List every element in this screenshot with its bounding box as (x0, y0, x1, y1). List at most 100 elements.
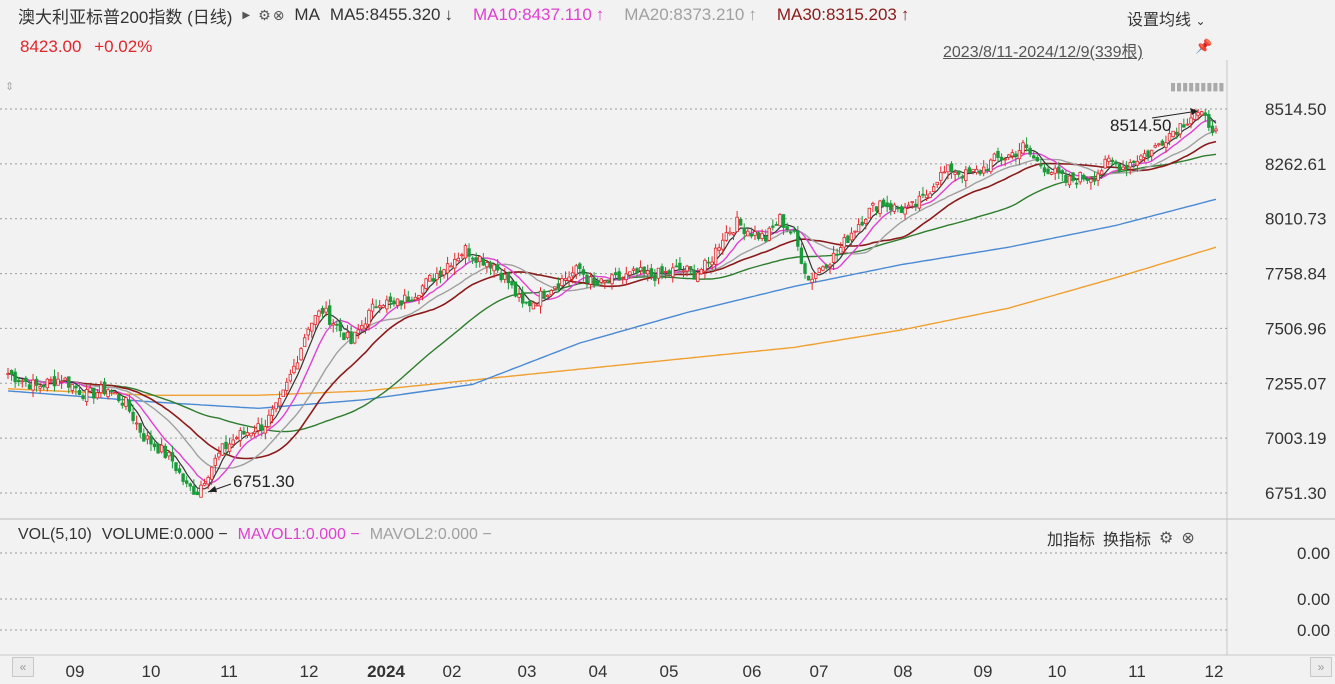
candle-body (824, 264, 829, 269)
candle-body (213, 457, 217, 466)
x-axis: 09 10 11 12 2024 02 03 04 05 06 07 08 09 10 11 12 (66, 662, 1224, 681)
candle-body (145, 435, 150, 440)
candle-body (274, 402, 278, 410)
candle-body (445, 263, 450, 274)
candle-body (874, 206, 879, 212)
candle-body (924, 194, 929, 199)
candle-body (842, 237, 847, 248)
candle-body (967, 167, 972, 174)
candle-body (814, 273, 818, 279)
candle-body (1160, 140, 1165, 146)
candle-body (385, 299, 389, 310)
candle-body (324, 307, 328, 313)
instrument-title[interactable]: 澳大利亚标普200指数 (日线) (18, 7, 233, 27)
candle-body (74, 385, 78, 389)
candle-body (485, 262, 489, 268)
candle-body (1121, 166, 1125, 170)
candle-body (31, 379, 35, 391)
candle-body (1071, 172, 1075, 181)
candle-body (781, 214, 786, 228)
close-icon[interactable]: ⊗ (1181, 530, 1195, 547)
candle-body (1149, 149, 1154, 157)
x-tick-label: 06 (743, 662, 762, 681)
candle-body (1214, 128, 1218, 132)
candle-body (671, 267, 675, 278)
scroll-handle-right-icon[interactable]: ▮▮▮▮▮▮▮▮▮ (1170, 81, 1224, 93)
candle-body (678, 262, 682, 270)
candle-body (953, 171, 957, 175)
candle-body (949, 163, 954, 173)
candle-body (492, 264, 496, 272)
candle-body (195, 491, 200, 496)
candle-body (242, 430, 246, 435)
x-tick-label: 09 (974, 662, 993, 681)
candle-body (52, 376, 57, 387)
switch-indicator-button[interactable]: 换指标 (1103, 532, 1152, 549)
candle-body (1203, 112, 1207, 116)
ma250-line (7, 246, 1217, 396)
candle-body (256, 423, 260, 431)
candle-body (134, 422, 139, 425)
candle-body (728, 231, 732, 235)
candle-body (935, 181, 939, 186)
candle-body (1107, 157, 1111, 162)
gear-icon[interactable]: ⚙ (258, 6, 271, 23)
candle-body (81, 395, 85, 400)
candle-body (928, 193, 932, 198)
y-tick-label: 8514.50 (1265, 100, 1326, 119)
candle-body (1064, 175, 1068, 183)
candle-body (653, 274, 657, 281)
gear-icon[interactable]: ⚙ (1159, 530, 1174, 547)
candle-body (163, 445, 167, 458)
candle-body (785, 226, 789, 231)
candle-body (1099, 170, 1104, 175)
scroll-right-button[interactable]: » (1310, 657, 1332, 677)
candle-body (481, 258, 486, 266)
candle-body (38, 386, 42, 389)
expand-triangle-icon[interactable]: ▶ (242, 9, 251, 21)
candle-body (199, 484, 203, 498)
candle-body (56, 378, 60, 386)
candle-body (388, 296, 393, 303)
x-tick-label: 12 (1205, 662, 1224, 681)
candle-body (753, 231, 757, 236)
candle-body (796, 230, 800, 247)
date-range[interactable]: 2023/8/11-2024/12/9(339根) (943, 44, 1143, 61)
scroll-handle-left-icon[interactable]: ⇕ (5, 81, 14, 93)
candle-body (210, 466, 214, 480)
x-tick-label: 2024 (367, 662, 405, 681)
candle-body (113, 392, 117, 395)
pin-icon[interactable]: 📌 (1195, 38, 1213, 54)
price-change: 8423.00 +0.02% (20, 37, 160, 57)
candle-body (449, 265, 453, 268)
candle-body (149, 435, 153, 445)
add-indicator-button[interactable]: 加指标 (1047, 532, 1096, 549)
scroll-left-button[interactable]: « (12, 657, 34, 677)
candle-body (310, 322, 314, 332)
candle-body (621, 277, 625, 280)
candle-body (1017, 150, 1022, 160)
candle-body (588, 276, 593, 285)
arrow-down-icon: ↓ (444, 5, 454, 24)
candle-body (142, 433, 146, 442)
candle-body (663, 270, 668, 273)
candle-body (828, 264, 832, 268)
candle-body (42, 385, 46, 388)
candle-body (45, 378, 50, 389)
candle-body (331, 323, 335, 326)
candle-body (106, 389, 110, 397)
candle-body (831, 252, 836, 263)
candle-body (1132, 160, 1136, 163)
candle-body (1003, 158, 1007, 161)
candle-body (624, 273, 628, 281)
candle-body (174, 462, 178, 471)
ma-settings-dropdown[interactable]: 设置均线 ⌄ (1127, 12, 1206, 29)
close-icon[interactable]: ⊗ (272, 6, 285, 23)
low-arrowhead (208, 486, 217, 492)
candle-body (1174, 131, 1179, 135)
x-tick-label: 11 (220, 662, 238, 681)
y-axis: 8514.50 8262.61 8010.73 7758.84 7506.96 7255.… (1265, 100, 1326, 503)
candle-body (713, 247, 718, 265)
candle-body (596, 281, 600, 286)
